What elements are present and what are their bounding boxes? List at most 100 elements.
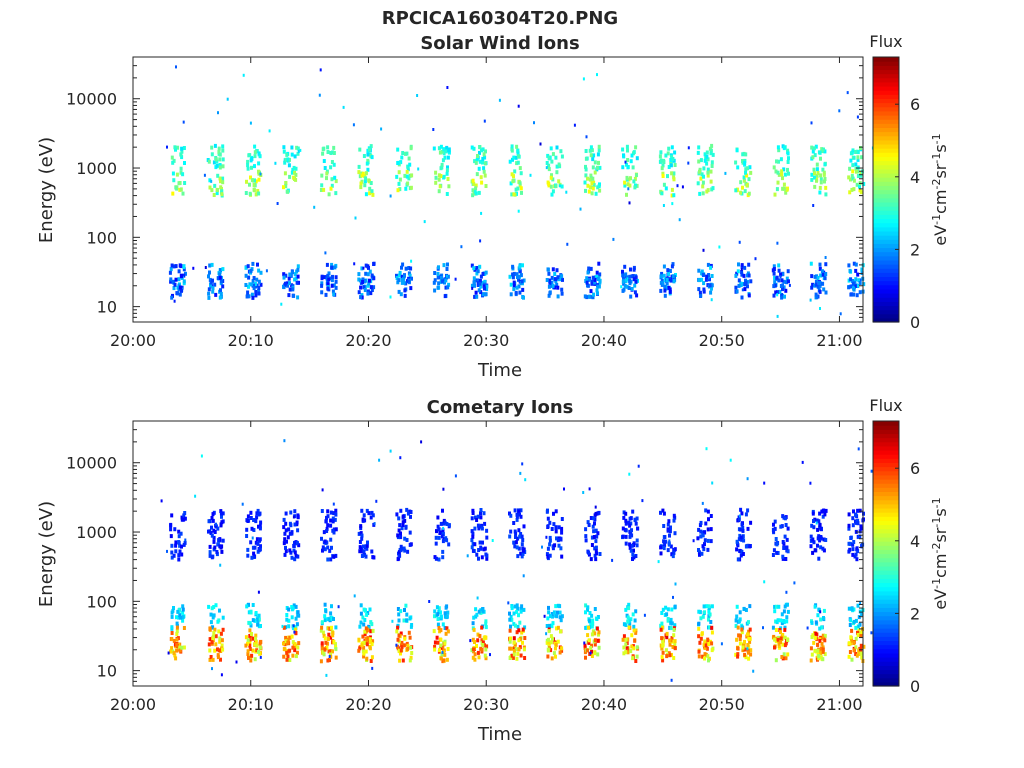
heatmap-cell [329,165,333,170]
heatmap-cell [854,268,858,273]
heatmap-cell [698,610,702,615]
heatmap-cell [255,643,259,648]
heatmap-cell [408,162,412,167]
heatmap-cell [672,518,676,523]
heatmap-cell [326,641,329,646]
heatmap-cell [785,615,789,620]
heatmap-cell [402,546,406,551]
heatmap-cell [288,281,291,286]
heatmap-cell [541,545,543,549]
heatmap-cell [174,549,178,554]
heatmap-cell [295,520,299,525]
heatmap-cell [514,540,518,545]
heatmap-cell [520,190,523,195]
heatmap-cell [744,608,748,612]
heatmap-cell [484,184,488,188]
heatmap-cell [851,552,855,557]
heatmap-cell [248,191,252,196]
heatmap-cell [208,626,212,631]
heatmap-cell [408,658,412,663]
heatmap-cell [367,511,371,516]
heatmap-cell [483,546,487,551]
heatmap-cell [556,625,560,630]
heatmap-cell [813,184,817,189]
heatmap-cell [776,618,780,623]
heatmap-cell [704,521,708,526]
heatmap-cell [442,151,446,156]
heatmap-cell [810,274,814,279]
heatmap-cell [870,469,873,473]
heatmap-cell [589,266,593,271]
heatmap-cell [325,645,329,650]
heatmap-cell [517,275,521,279]
heatmap-cell [856,283,860,288]
heatmap-cell [369,629,373,634]
heatmap-cell [705,150,709,155]
heatmap-cell [855,546,859,551]
heatmap-cell [625,275,629,280]
heatmap-cell [180,155,184,160]
heatmap-cell [219,179,222,184]
heatmap-cell [734,623,738,628]
heatmap-cell [706,173,710,178]
heatmap-cell [847,285,851,290]
heatmap-cell [589,646,593,650]
heatmap-cell [550,280,554,285]
heatmap-cell [512,192,516,197]
heatmap-cell [160,499,163,503]
heatmap-cell [284,273,288,278]
heatmap-cell [178,613,182,618]
colorbar-swatch [873,619,899,625]
heatmap-cell [585,280,589,285]
heatmap-cell [332,283,336,288]
heatmap-cell [734,273,738,278]
heatmap-cell [400,155,404,160]
heatmap-cell [485,528,489,533]
heatmap-cell [627,177,631,182]
heatmap-cell [253,282,257,286]
heatmap-cell [212,630,216,635]
heatmap-cell [396,607,400,611]
heatmap-cell [399,535,403,540]
heatmap-cell [290,170,294,175]
heatmap-cell [360,295,364,300]
heatmap-cell [743,652,747,657]
heatmap-cell [592,535,596,539]
heatmap-cell [517,546,521,551]
heatmap-cell [288,658,292,662]
heatmap-cell [848,190,852,195]
heatmap-cell [858,622,862,627]
heatmap-cell [596,277,600,281]
heatmap-cell [257,279,261,284]
heatmap-cell [555,164,559,169]
heatmap-cell [738,637,742,642]
heatmap-cell [259,172,262,176]
heatmap-cell [220,643,224,648]
heatmap-cell [560,291,564,296]
heatmap-cell [661,281,665,286]
heatmap-cell [853,284,857,288]
heatmap-cell [611,558,614,562]
heatmap-cell [435,529,438,534]
heatmap-cell [213,530,217,534]
colorbar-swatch [873,123,899,128]
heatmap-cell [473,640,476,644]
heatmap-cell [221,157,225,162]
heatmap-cell [287,607,291,612]
colorbar-swatch [873,164,899,170]
heatmap-cell [226,97,229,101]
heatmap-cell [480,647,484,652]
heatmap-cell [470,145,474,150]
heatmap-cell [698,523,702,528]
heatmap-cell [633,618,637,623]
heatmap-cell [801,460,804,464]
heatmap-cell [292,603,296,608]
heatmap-cell [736,269,740,274]
heatmap-cell [782,146,786,151]
heatmap-cell [289,550,293,555]
heatmap-cell [783,625,787,630]
heatmap-cell [697,654,701,659]
heatmap-cell [443,626,447,630]
heatmap-cell [749,652,753,657]
heatmap-cell [405,538,409,542]
